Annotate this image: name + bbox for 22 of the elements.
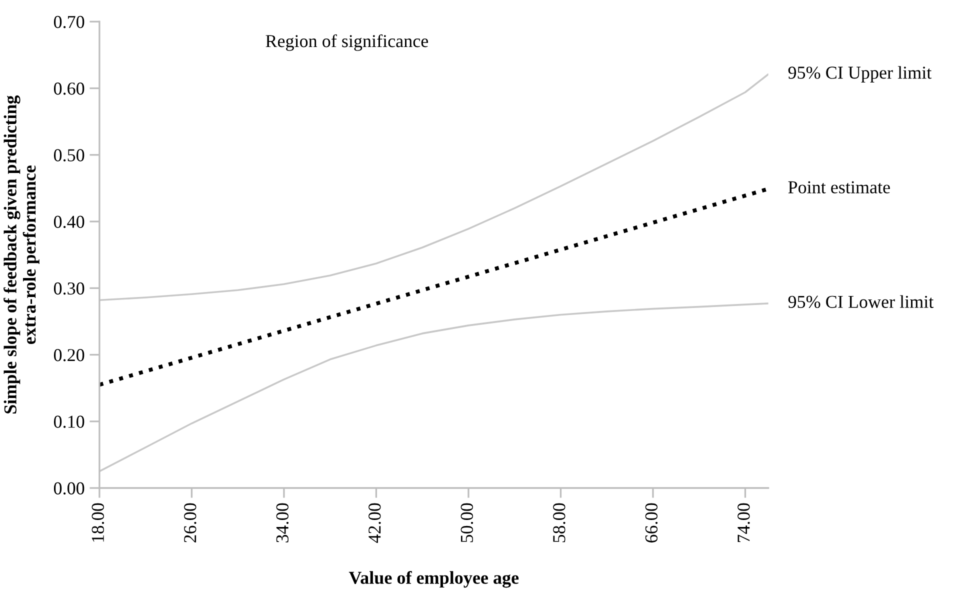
x-tick-label: 34.00	[276, 503, 289, 542]
y-tick-label: 0.10	[54, 416, 84, 428]
annotation: Region of significance	[266, 34, 428, 51]
y-tick-label: 0.30	[54, 282, 84, 295]
x-tick-label: 66.00	[645, 503, 658, 542]
y-tick-label: 0.60	[54, 82, 84, 95]
y-tick-label: 0.00	[54, 482, 84, 495]
y-tick-label: 0.70	[54, 16, 84, 28]
series-label: 95% CI Upper limit	[788, 66, 932, 82]
y-tick-label: 0.40	[54, 216, 84, 228]
y-tick-label: 0.20	[54, 349, 84, 362]
x-tick-label: 26.00	[184, 503, 196, 542]
y-axis-title: Simple slope of feedback given predicting extra-role performance	[4, 95, 40, 414]
series-label: 95% CI Lower limit	[788, 295, 934, 308]
x-tick-label: 58.00	[553, 503, 566, 542]
x-axis-title: Value of employee age	[348, 571, 519, 588]
y-tick-label: 0.50	[54, 149, 84, 162]
x-tick-label: 18.00	[92, 503, 104, 542]
x-tick-label: 74.00	[738, 503, 750, 542]
x-tick-label: 42.00	[368, 503, 381, 543]
series-label: Point estimate	[788, 181, 890, 194]
x-tick-label: 50.00	[460, 503, 474, 542]
